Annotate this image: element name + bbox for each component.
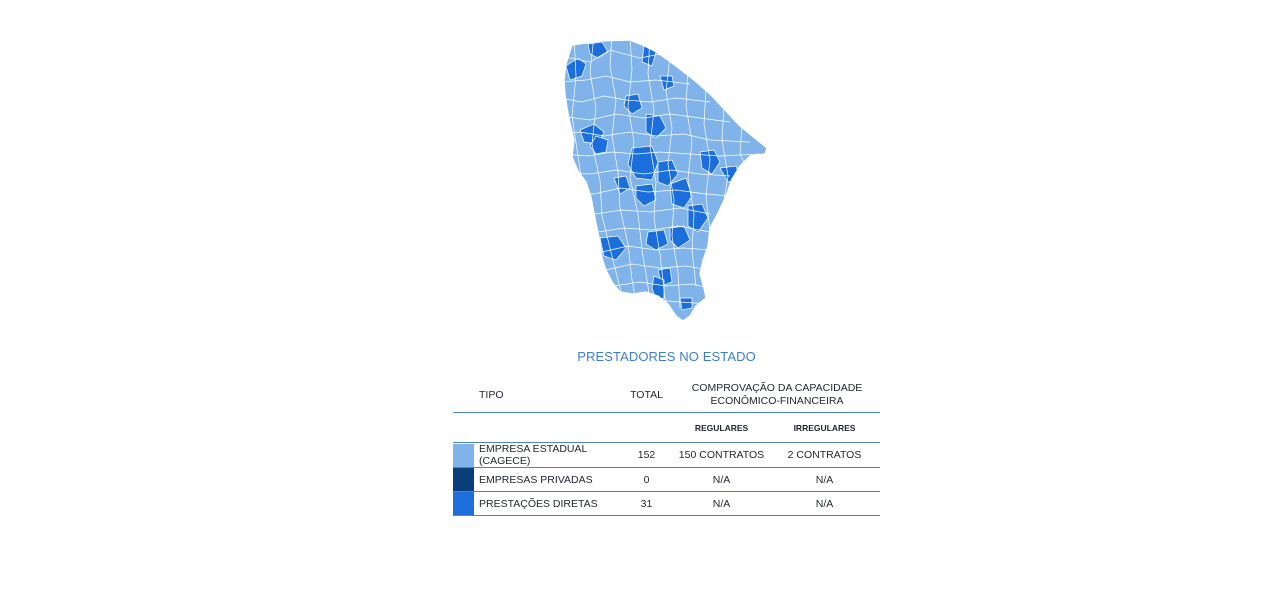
header-comprovacao-line1: COMPROVAÇÃO DA CAPACIDADE (691, 382, 863, 394)
municipality-direct (627, 145, 659, 181)
municipality-direct (679, 297, 693, 311)
header-tipo: TIPO (479, 389, 504, 401)
municipality-direct (635, 183, 657, 207)
sub-empty-total (619, 412, 674, 443)
ceara-map (560, 36, 772, 324)
municipality-direct (669, 177, 693, 209)
municipality-direct (657, 159, 679, 187)
legend-swatch-prestacoes-diretas (453, 491, 474, 516)
row-tipo: EMPRESAS PRIVADAS (474, 467, 619, 492)
swatch-header (453, 378, 474, 413)
row-tipo: EMPRESA ESTADUAL (CAGECE) (474, 442, 619, 468)
header-comprovacao: COMPROVAÇÃO DA CAPACIDADE ECONÔMICO-FINA… (674, 378, 880, 413)
header-total: TOTAL (630, 389, 663, 401)
table-header-row: TIPO TOTAL COMPROVAÇÃO DA CAPACIDADE ECO… (453, 378, 880, 413)
table-row: EMPRESA ESTADUAL (CAGECE) 152 150 CONTRA… (453, 442, 880, 468)
swatch-empresas-privadas (453, 468, 474, 491)
row-irregulares: N/A (769, 491, 880, 516)
swatch-empresa-estadual (453, 443, 474, 467)
municipality-direct (589, 135, 609, 155)
header-comprovacao-line2: ECONÔMICO-FINANCEIRA (710, 395, 844, 407)
table-row: EMPRESAS PRIVADAS 0 N/A N/A (453, 467, 880, 492)
row-regulares: N/A (674, 491, 769, 516)
providers-table-wrap: TIPO TOTAL COMPROVAÇÃO DA CAPACIDADE ECO… (453, 378, 880, 516)
swatch-prestacoes-diretas (453, 492, 474, 515)
subheader-regulares: REGULARES (674, 412, 769, 443)
providers-table: TIPO TOTAL COMPROVAÇÃO DA CAPACIDADE ECO… (453, 378, 880, 516)
row-tipo: PRESTAÇÕES DIRETAS (474, 491, 619, 516)
row-irregulares: 2 CONTRATOS (769, 442, 880, 468)
sub-empty-tipo (474, 412, 619, 443)
legend-swatch-empresas-privadas (453, 467, 474, 492)
table-subheader-row: REGULARES IRREGULARES (453, 412, 880, 443)
row-total: 0 (619, 467, 674, 492)
row-regulares: N/A (674, 467, 769, 492)
municipality-direct (645, 229, 669, 251)
municipality-direct (687, 203, 709, 233)
row-total: 152 (619, 442, 674, 468)
section-title: PRESTADORES NO ESTADO (577, 349, 756, 364)
row-regulares: 150 CONTRATOS (674, 442, 769, 468)
table-row: PRESTAÇÕES DIRETAS 31 N/A N/A (453, 491, 880, 516)
municipality-direct (599, 235, 627, 261)
row-total: 31 (619, 491, 674, 516)
legend-swatch-empresa-estadual (453, 442, 474, 468)
ceara-map-svg (563, 39, 768, 322)
subheader-irregulares: IRREGULARES (769, 412, 880, 443)
sub-empty-swatch (453, 412, 474, 443)
row-irregulares: N/A (769, 467, 880, 492)
